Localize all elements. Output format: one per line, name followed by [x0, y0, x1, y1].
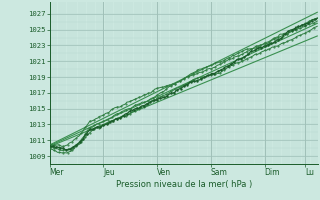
X-axis label: Pression niveau de la mer( hPa ): Pression niveau de la mer( hPa ) [116, 180, 252, 189]
